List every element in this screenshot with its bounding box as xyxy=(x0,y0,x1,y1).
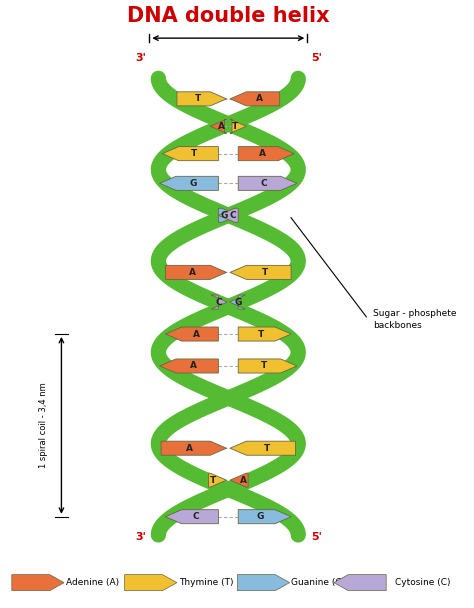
Polygon shape xyxy=(165,327,219,341)
Polygon shape xyxy=(161,441,227,455)
Text: A: A xyxy=(189,268,195,277)
Polygon shape xyxy=(230,441,296,455)
Text: Cytosine (C): Cytosine (C) xyxy=(395,578,451,587)
Polygon shape xyxy=(238,327,291,341)
Polygon shape xyxy=(238,176,297,190)
Text: DNA double helix: DNA double helix xyxy=(127,5,329,26)
Polygon shape xyxy=(238,510,291,523)
Text: C: C xyxy=(229,211,236,220)
Polygon shape xyxy=(230,265,291,280)
Text: C: C xyxy=(192,512,199,521)
Polygon shape xyxy=(230,92,280,106)
Text: T: T xyxy=(191,149,198,158)
Text: T: T xyxy=(264,444,270,453)
Text: G: G xyxy=(190,179,197,188)
Polygon shape xyxy=(219,209,238,223)
Text: Guanine (G): Guanine (G) xyxy=(292,578,346,587)
Text: C: C xyxy=(216,297,222,306)
Text: 5': 5' xyxy=(311,54,322,63)
Text: T: T xyxy=(260,362,267,370)
Polygon shape xyxy=(160,359,219,373)
Text: 3': 3' xyxy=(135,54,146,63)
Polygon shape xyxy=(211,295,228,309)
Text: T: T xyxy=(257,330,264,339)
Text: G: G xyxy=(220,211,228,220)
Polygon shape xyxy=(334,575,386,590)
Polygon shape xyxy=(237,575,290,590)
Polygon shape xyxy=(160,176,219,190)
Text: C: C xyxy=(260,179,267,188)
Text: Thymine (T): Thymine (T) xyxy=(179,578,233,587)
Text: T: T xyxy=(210,475,217,485)
Text: A: A xyxy=(192,330,200,339)
Text: 3': 3' xyxy=(135,533,146,542)
Text: A: A xyxy=(218,122,225,131)
Polygon shape xyxy=(229,295,246,309)
Text: A: A xyxy=(255,94,263,103)
Text: 5': 5' xyxy=(311,533,322,542)
Text: T: T xyxy=(232,122,238,131)
Text: G: G xyxy=(234,297,242,306)
Text: A: A xyxy=(240,475,246,485)
Polygon shape xyxy=(230,473,248,487)
Polygon shape xyxy=(125,575,177,590)
Polygon shape xyxy=(210,119,227,133)
Text: Sugar - phosphete
backbones: Sugar - phosphete backbones xyxy=(373,309,456,330)
Polygon shape xyxy=(230,119,246,133)
Polygon shape xyxy=(165,265,227,280)
Polygon shape xyxy=(238,359,297,373)
Polygon shape xyxy=(219,209,238,223)
Text: A: A xyxy=(190,362,197,370)
Text: T: T xyxy=(262,268,268,277)
Polygon shape xyxy=(209,473,227,487)
Text: A: A xyxy=(186,444,193,453)
Text: T: T xyxy=(194,94,201,103)
Polygon shape xyxy=(163,147,219,161)
Text: 1 spiral coil - 3,4 nm: 1 spiral coil - 3,4 nm xyxy=(39,382,48,468)
Text: Adenine (A): Adenine (A) xyxy=(66,578,119,587)
Polygon shape xyxy=(177,92,227,106)
Polygon shape xyxy=(165,510,219,523)
Text: G: G xyxy=(257,512,264,521)
Text: A: A xyxy=(259,149,266,158)
Polygon shape xyxy=(12,575,64,590)
Polygon shape xyxy=(238,147,294,161)
